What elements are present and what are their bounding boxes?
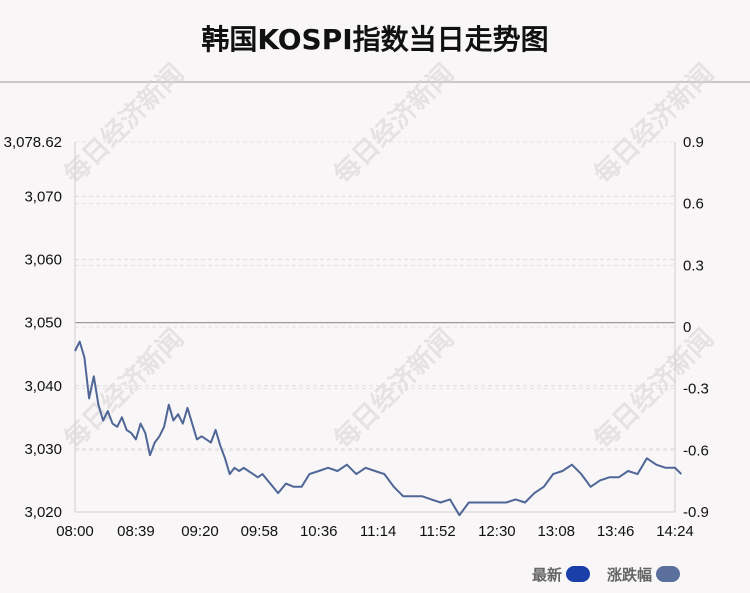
legend-latest-label: 最新	[532, 565, 563, 584]
legend-change-label: 涨跌幅	[607, 565, 653, 584]
x-tick-label: 14:24	[656, 523, 694, 540]
axes	[74, 142, 676, 513]
x-tick-label: 11:52	[419, 523, 455, 540]
y-left-tick-label: 3,030	[24, 441, 62, 458]
y-left-tick-label: 3,070	[24, 188, 62, 205]
watermark-text: 每日经济新闻	[328, 58, 460, 190]
legend-latest-swatch	[566, 566, 591, 582]
x-tick-label: 13:08	[537, 523, 575, 540]
x-tick-label: 09:20	[181, 523, 219, 540]
y-right-tick-label: 0.6	[683, 196, 704, 213]
x-tick-label: 13:46	[597, 523, 635, 540]
y-right-tick-label: -0.9	[683, 504, 709, 521]
chart-title: 韩国KOSPI指数当日走势图	[201, 23, 549, 56]
y-left-tick-label: 3,020	[24, 504, 62, 521]
y-left-tick-label: 3,060	[24, 252, 62, 269]
x-tick-label: 08:00	[56, 523, 94, 540]
x-tick-label: 12:30	[478, 523, 516, 540]
y-left-tick-label: 3,050	[24, 315, 62, 332]
series-line	[74, 340, 683, 517]
y-right-tick-label: -0.3	[683, 381, 709, 398]
title-divider	[0, 81, 750, 83]
watermark-text: 每日经济新闻	[588, 58, 720, 190]
y-right-tick-label: 0	[683, 319, 691, 336]
series-layer	[74, 340, 683, 517]
y-right-tick-label: 0.9	[683, 134, 704, 151]
legend-change[interactable]: 涨跌幅	[607, 563, 681, 585]
x-tick-label: 09:58	[241, 523, 279, 540]
watermark-text: 每日经济新闻	[58, 58, 190, 190]
y-right-tick-label: -0.6	[683, 442, 709, 459]
y-left-tick-label: 3,078.62	[4, 134, 62, 151]
x-tick-label: 08:39	[117, 523, 155, 540]
tick-labels: 3,078.62 3,070 3,060 3,050 3,040 3,030 3,020 0.…	[4, 134, 709, 540]
legend-change-swatch	[656, 566, 681, 582]
y-left-tick-label: 3,040	[24, 378, 62, 395]
x-tick-label: 11:14	[360, 523, 396, 540]
x-tick-label: 10:36	[300, 523, 338, 540]
legend-latest[interactable]: 最新	[532, 563, 591, 585]
y-right-tick-label: 0.3	[683, 257, 704, 274]
